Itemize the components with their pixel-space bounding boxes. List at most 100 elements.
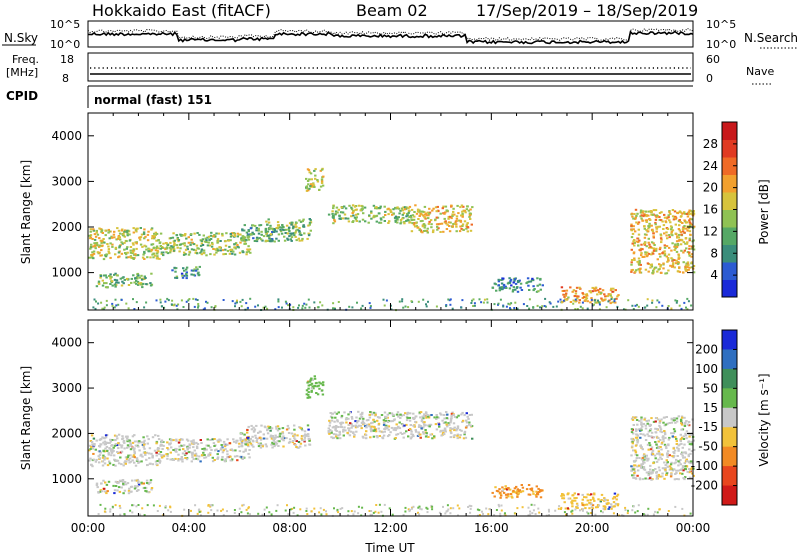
echo-cell <box>655 443 658 446</box>
echo-cell <box>89 236 93 239</box>
echo-cell <box>630 261 633 264</box>
echo-cell <box>609 293 612 296</box>
echo-cell <box>683 225 686 227</box>
echo-cell <box>595 506 598 509</box>
echo-cell <box>650 265 654 268</box>
echo-cell <box>609 289 613 292</box>
echo-cell <box>104 229 107 232</box>
echo-cell <box>652 420 656 423</box>
echo-cell <box>183 251 186 254</box>
echo-cell <box>144 277 147 279</box>
echo-cell <box>196 458 200 461</box>
ground-scatter-cell <box>263 508 266 511</box>
echo-cell <box>644 424 647 427</box>
echo-cell <box>394 219 397 222</box>
echo-cell <box>269 435 272 438</box>
ground-scatter-cell <box>555 305 558 308</box>
echo-cell <box>650 213 653 216</box>
ground-scatter-cell <box>264 305 267 308</box>
echo-cell <box>573 492 576 495</box>
echo-cell <box>635 269 638 272</box>
echo-cell <box>214 248 217 251</box>
echo-cell <box>677 228 681 230</box>
echo-cell <box>576 507 579 509</box>
y-tick-label-1: 2000 <box>51 220 82 234</box>
echo-cell <box>692 271 696 274</box>
echo-cell <box>644 251 647 254</box>
echo-cell <box>456 433 460 436</box>
echo-cell <box>678 219 681 221</box>
echo-cell <box>191 441 195 444</box>
echo-cell <box>194 269 198 272</box>
echo-cell <box>188 446 191 449</box>
echo-cell <box>154 460 158 463</box>
echo-cell <box>196 447 199 450</box>
echo-cell <box>264 231 268 234</box>
echo-cell <box>369 427 373 430</box>
echo-cell <box>313 385 316 388</box>
ground-scatter-cell <box>180 299 183 302</box>
echo-cell <box>659 237 663 240</box>
echo-cell <box>405 419 409 422</box>
ground-scatter-cell <box>656 299 659 302</box>
echo-cell <box>650 472 653 475</box>
echo-cell <box>203 454 206 456</box>
velocity-colorbar-label: Velocity [m s⁻¹] <box>757 373 771 466</box>
echo-cell <box>590 297 593 300</box>
echo-cell <box>91 443 94 446</box>
echo-cell <box>638 477 642 480</box>
echo-cell <box>423 413 426 416</box>
echo-cell <box>132 231 135 234</box>
echo-cell <box>318 381 321 384</box>
ground-scatter-cell <box>319 301 322 304</box>
echo-cell <box>647 252 651 255</box>
echo-cell <box>331 426 335 429</box>
echo-cell <box>581 292 584 295</box>
echo-cell <box>455 230 458 233</box>
echo-cell <box>509 280 512 283</box>
echo-cell <box>272 231 276 233</box>
echo-cell <box>632 476 635 479</box>
echo-cell <box>368 425 371 428</box>
echo-cell <box>578 286 581 289</box>
echo-cell <box>591 290 594 293</box>
echo-cell <box>224 253 227 255</box>
echo-cell <box>672 428 676 431</box>
echo-cell <box>661 472 664 475</box>
echo-cell <box>180 438 184 441</box>
echo-cell <box>364 425 367 428</box>
echo-cell <box>446 413 449 416</box>
ground-scatter-cell <box>287 513 290 516</box>
ground-scatter-cell <box>103 306 106 309</box>
echo-cell <box>611 290 614 293</box>
echo-cell <box>129 256 133 258</box>
echo-cell <box>148 250 151 253</box>
echo-cell <box>636 474 639 477</box>
echo-cell <box>449 215 452 218</box>
echo-cell <box>132 448 136 451</box>
echo-cell <box>666 228 670 230</box>
echo-cell <box>414 204 417 207</box>
echo-cell <box>421 219 424 222</box>
echo-cell <box>630 229 633 232</box>
echo-cell <box>649 210 652 213</box>
echo-cell <box>603 299 606 302</box>
echo-cell <box>594 289 597 292</box>
echo-cell <box>308 223 311 226</box>
echo-cell <box>151 454 154 457</box>
echo-cell <box>368 413 372 416</box>
echo-cell <box>350 426 353 429</box>
echo-cell <box>117 447 120 450</box>
echo-cell <box>673 468 676 471</box>
echo-cell <box>682 438 686 440</box>
echo-cell <box>190 460 193 463</box>
ground-scatter-cell <box>277 300 280 303</box>
echo-cell <box>412 218 416 221</box>
echo-cell <box>424 429 427 431</box>
echo-cell <box>295 440 298 442</box>
echo-cell <box>168 438 172 441</box>
echo-cell <box>297 237 300 240</box>
echo-cell <box>263 437 266 440</box>
echo-cell <box>512 489 515 492</box>
echo-cell <box>692 248 696 251</box>
